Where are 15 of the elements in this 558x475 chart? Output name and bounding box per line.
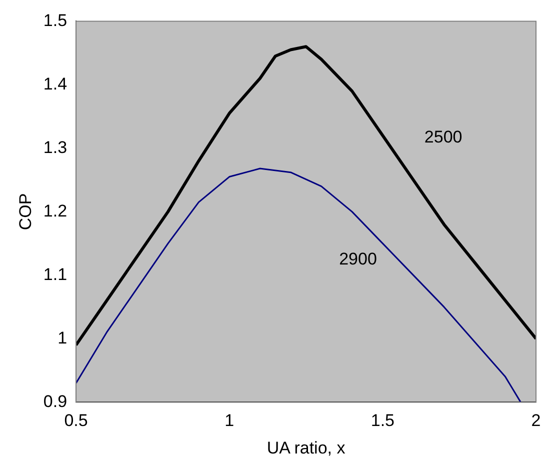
y-tick-label: 1.5 xyxy=(43,10,68,30)
y-tick-label: 1.2 xyxy=(43,201,68,220)
y-tick-label: 0.9 xyxy=(43,392,68,411)
series-label: 2900 xyxy=(339,249,377,268)
y-tick-label: 1.1 xyxy=(43,264,68,284)
x-tick-label: 2 xyxy=(531,411,541,430)
y-tick-label: 1 xyxy=(58,328,68,348)
series-label: 2500 xyxy=(424,128,462,147)
x-tick-label: 0.5 xyxy=(64,411,88,430)
x-tick-label: 1 xyxy=(224,411,234,430)
x-axis-title: UA ratio, x xyxy=(266,438,346,458)
y-tick-label: 1.4 xyxy=(43,74,68,94)
y-axis-title: COP xyxy=(16,193,35,230)
y-tick-label: 1.3 xyxy=(43,138,68,157)
x-tick-label: 1.5 xyxy=(370,411,394,430)
